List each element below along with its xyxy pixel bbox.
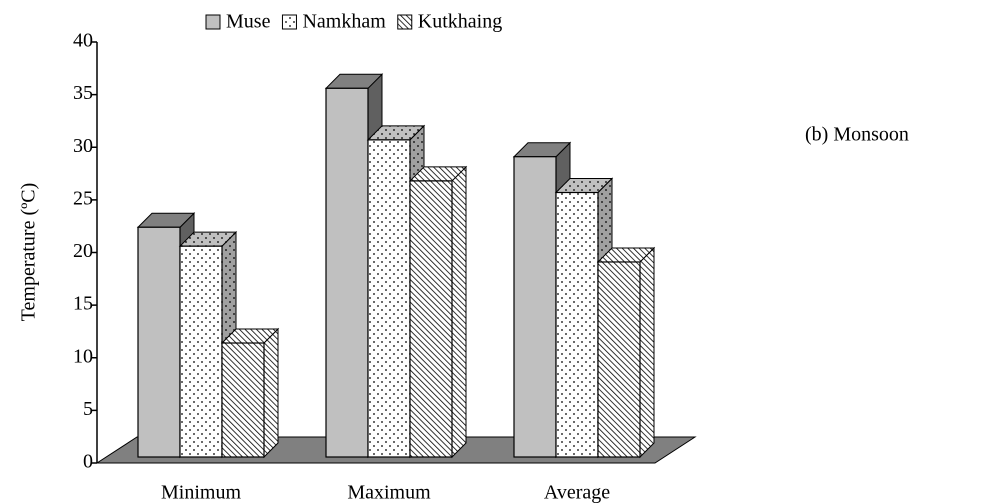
bar [221, 342, 265, 458]
bar [325, 87, 369, 458]
bar [367, 139, 411, 458]
bar-side [263, 327, 279, 459]
annotation: (b) Monsoon [805, 124, 909, 146]
legend-swatch [397, 14, 413, 30]
bar [513, 156, 557, 458]
bar-side [639, 246, 655, 459]
x-tick-label: Minimum [161, 482, 241, 504]
y-tick-label: 10 [73, 345, 93, 367]
x-tick-label: Maximum [347, 482, 431, 504]
bar [597, 261, 641, 458]
y-tick-label: 40 [73, 30, 93, 52]
y-tick-label: 0 [83, 451, 93, 473]
y-tick-label: 15 [73, 293, 93, 315]
bar [137, 226, 181, 458]
y-tick-label: 35 [73, 82, 93, 104]
bar [179, 245, 223, 458]
legend-swatch [205, 14, 221, 30]
y-tick-label: 20 [73, 240, 93, 262]
bar [409, 180, 453, 458]
bar [555, 191, 599, 458]
bar-side [451, 165, 467, 459]
y-tick-label: 5 [83, 398, 93, 420]
y-tick-label: 25 [73, 187, 93, 209]
x-tick-label: Average [544, 482, 610, 504]
legend-swatch [281, 14, 297, 30]
legend-label: Muse [226, 11, 271, 33]
legend-label: Namkham [302, 11, 386, 33]
legend-label: Kutkhaing [418, 11, 502, 33]
y-tick-label: 30 [73, 135, 93, 157]
y-axis-label: Temperature (ºC) [18, 183, 40, 322]
